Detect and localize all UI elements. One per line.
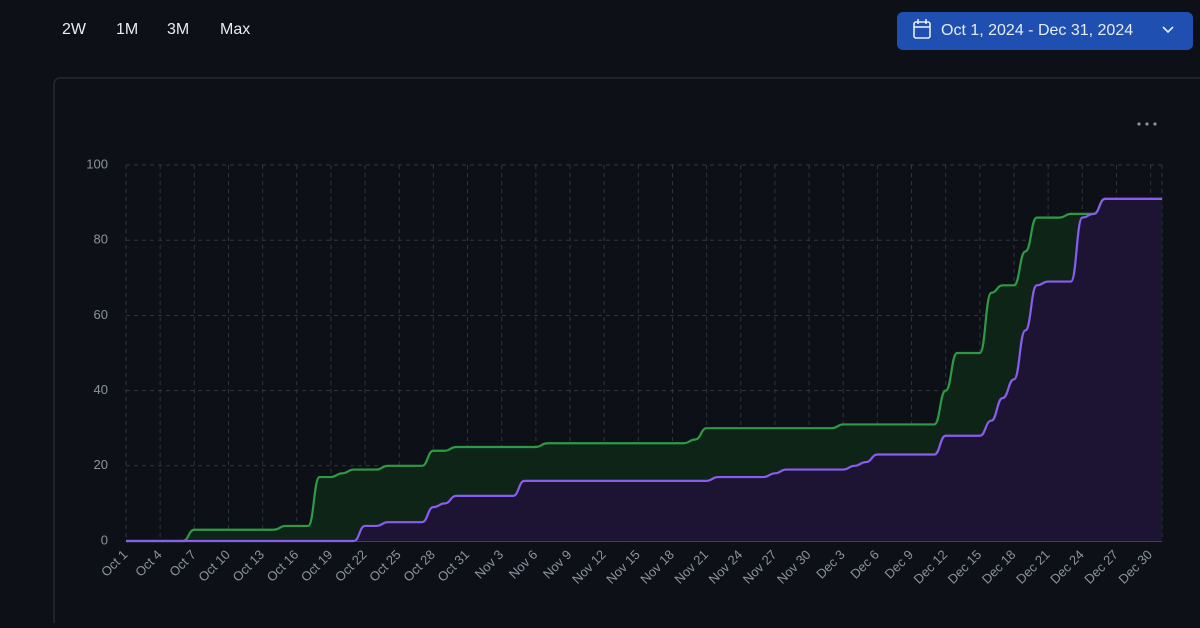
line xyxy=(125,197,1162,543)
y-tick-label: 100 xyxy=(86,156,108,171)
range-button[interactable]: 2W xyxy=(62,21,87,38)
line xyxy=(125,197,1162,543)
range-button[interactable]: 1M xyxy=(116,21,138,38)
y-tick-label: 80 xyxy=(94,232,108,247)
range-button[interactable]: Max xyxy=(220,21,250,38)
date-range-button[interactable]: Oct 1, 2024 - Dec 31, 2024 xyxy=(897,12,1193,50)
y-tick-label: 0 xyxy=(101,532,108,547)
menu-button[interactable] xyxy=(1137,122,1157,126)
date-range-label: Oct 1, 2024 - Dec 31, 2024 xyxy=(941,22,1133,39)
y-tick-label: 20 xyxy=(94,457,108,472)
y-tick-label: 40 xyxy=(94,382,108,397)
range-button[interactable]: 3M xyxy=(167,21,189,38)
y-tick-label: 60 xyxy=(94,307,108,322)
